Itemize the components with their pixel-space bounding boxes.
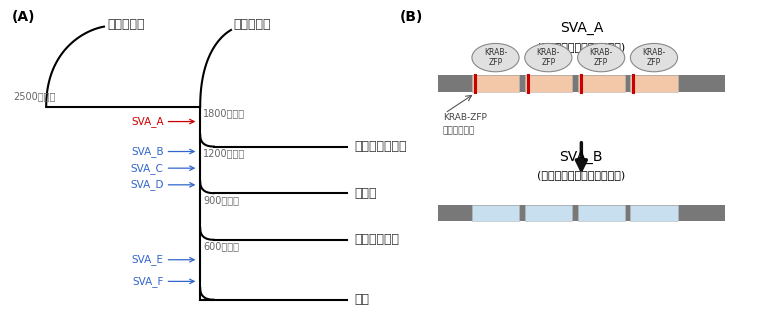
Text: 旧世界ザル: 旧世界ザル bbox=[108, 18, 146, 32]
Bar bbox=[525, 205, 572, 221]
Text: KRAB-ZFP: KRAB-ZFP bbox=[443, 113, 487, 122]
Text: (A): (A) bbox=[12, 10, 35, 24]
Ellipse shape bbox=[472, 44, 519, 72]
Text: (始原生殖細胞で脱メチル化): (始原生殖細胞で脱メチル化) bbox=[537, 170, 625, 180]
Bar bbox=[472, 205, 519, 221]
Text: SVA_B: SVA_B bbox=[131, 146, 163, 157]
Ellipse shape bbox=[631, 44, 678, 72]
Text: 1200万年前: 1200万年前 bbox=[203, 148, 246, 158]
Text: テナガザル: テナガザル bbox=[233, 18, 270, 32]
Bar bbox=[631, 205, 678, 221]
Bar bbox=[438, 205, 725, 221]
Text: KRAB-
ZFP: KRAB- ZFP bbox=[590, 48, 613, 67]
Text: 2500万年前: 2500万年前 bbox=[13, 92, 56, 102]
Text: (B): (B) bbox=[400, 10, 424, 24]
Text: KRAB-
ZFP: KRAB- ZFP bbox=[642, 48, 665, 67]
Bar bbox=[525, 75, 572, 92]
Text: 結合モチーフ: 結合モチーフ bbox=[443, 127, 475, 136]
Ellipse shape bbox=[525, 44, 572, 72]
Text: SVA_B: SVA_B bbox=[560, 150, 603, 164]
Text: SVA_F: SVA_F bbox=[132, 276, 163, 287]
Text: SVA_A: SVA_A bbox=[131, 116, 163, 127]
Text: オランウータン: オランウータン bbox=[354, 140, 407, 153]
Bar bbox=[631, 75, 678, 92]
Bar bbox=[578, 75, 624, 92]
Text: ヒト: ヒト bbox=[354, 293, 369, 306]
Text: SVA_E: SVA_E bbox=[132, 254, 163, 265]
Text: チンパンジー: チンパンジー bbox=[354, 233, 399, 246]
Bar bbox=[438, 75, 725, 92]
Text: SVA_C: SVA_C bbox=[131, 163, 163, 173]
Text: 600万年前: 600万年前 bbox=[203, 241, 239, 251]
Text: 900万年前: 900万年前 bbox=[203, 195, 239, 205]
Text: KRAB-
ZFP: KRAB- ZFP bbox=[484, 48, 507, 67]
Text: (始原生殖細胞で高メチル化): (始原生殖細胞で高メチル化) bbox=[537, 42, 625, 52]
Ellipse shape bbox=[578, 44, 624, 72]
Text: ゴリラ: ゴリラ bbox=[354, 186, 377, 200]
Bar bbox=[472, 75, 519, 92]
Text: 1800万年前: 1800万年前 bbox=[203, 108, 246, 118]
Text: SVA_A: SVA_A bbox=[560, 21, 603, 35]
Text: KRAB-
ZFP: KRAB- ZFP bbox=[537, 48, 560, 67]
Text: SVA_D: SVA_D bbox=[130, 179, 163, 190]
Bar bbox=[578, 205, 624, 221]
